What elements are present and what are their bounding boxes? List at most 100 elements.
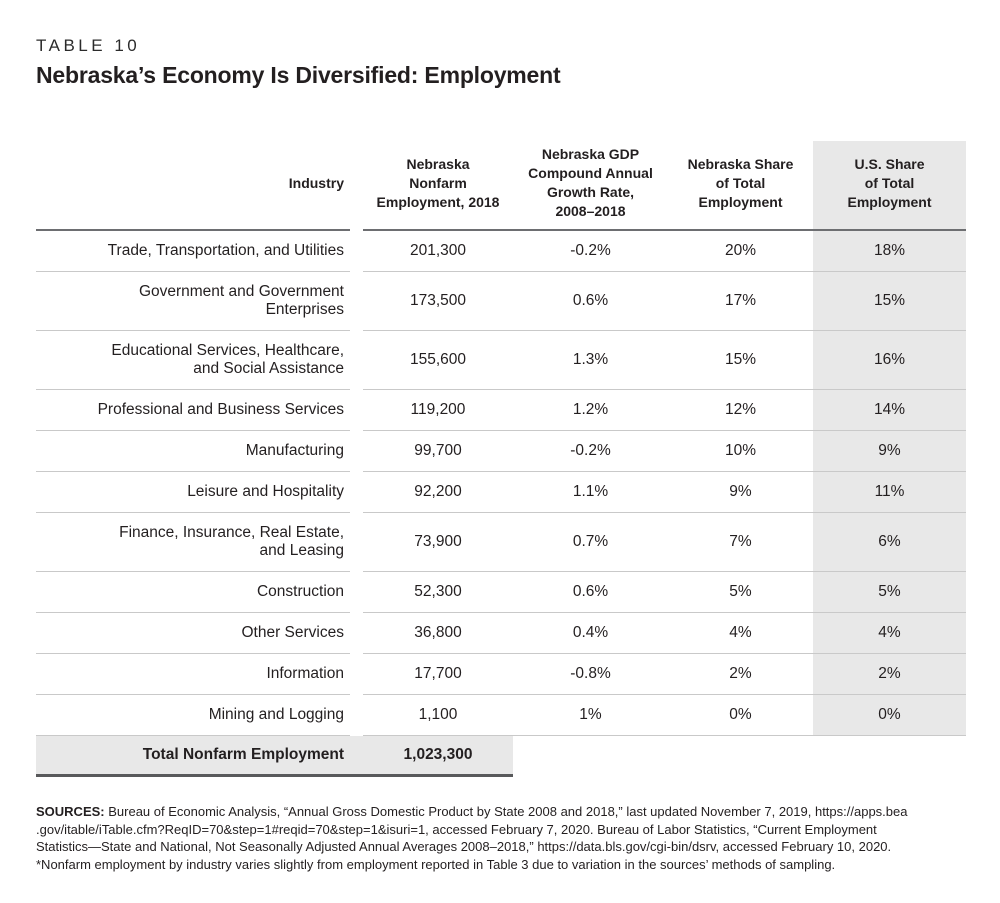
spacer-cell xyxy=(350,272,363,331)
growth-cell: -0.2% xyxy=(513,430,668,472)
us-share-cell: 11% xyxy=(813,471,966,513)
employment-cell: 155,600 xyxy=(363,330,513,390)
us-share-cell: 6% xyxy=(813,512,966,572)
sampling-footnote: *Nonfarm employment by industry varies s… xyxy=(36,856,836,872)
column-header-nebraska-share: Nebraska Share of Total Employment xyxy=(668,141,813,231)
growth-cell: 1.3% xyxy=(513,330,668,390)
table-row: Information 17,700 -0.8% 2% 2% xyxy=(36,653,966,695)
industry-cell: Manufacturing xyxy=(36,430,350,472)
table-row: Other Services 36,800 0.4% 4% 4% xyxy=(36,612,966,654)
table-header-row: Industry Nebraska Nonfarm Employment, 20… xyxy=(36,141,966,231)
us-share-cell: 4% xyxy=(813,612,966,654)
us-share-cell: 15% xyxy=(813,271,966,331)
ne-share-cell: 4% xyxy=(668,612,813,654)
employment-cell: 52,300 xyxy=(363,571,513,613)
total-value: 1,023,300 xyxy=(363,735,513,777)
employment-cell: 99,700 xyxy=(363,430,513,472)
table-eyebrow: TABLE 10 xyxy=(36,36,141,55)
industry-cell: Leisure and Hospitality xyxy=(36,471,350,513)
us-share-cell: 0% xyxy=(813,694,966,736)
table-row: Manufacturing 99,700 -0.2% 10% 9% xyxy=(36,430,966,472)
table-row: Government and Government Enterprises 173… xyxy=(36,271,966,331)
total-spacer xyxy=(350,735,363,777)
ne-share-cell: 10% xyxy=(668,430,813,472)
growth-cell: 1.2% xyxy=(513,389,668,431)
growth-cell: 0.6% xyxy=(513,271,668,331)
table-row: Trade, Transportation, and Utilities 201,… xyxy=(36,230,966,272)
table-row: Mining and Logging 1,100 1% 0% 0% xyxy=(36,694,966,736)
spacer-cell xyxy=(350,431,363,472)
employment-cell: 17,700 xyxy=(363,653,513,695)
industry-cell: Mining and Logging xyxy=(36,694,350,736)
column-header-us-share: U.S. Share of Total Employment xyxy=(813,141,966,231)
page-title: Nebraska’s Economy Is Diversified: Emplo… xyxy=(36,62,561,88)
column-spacer xyxy=(350,141,363,230)
ne-share-cell: 12% xyxy=(668,389,813,431)
us-share-cell: 5% xyxy=(813,571,966,613)
growth-cell: 0.4% xyxy=(513,612,668,654)
column-header-nonfarm-employment: Nebraska Nonfarm Employment, 2018 xyxy=(363,141,513,231)
table-row: Leisure and Hospitality 92,200 1.1% 9% 11% xyxy=(36,471,966,513)
spacer-cell xyxy=(350,513,363,572)
total-row: Total Nonfarm Employment 1,023,300 xyxy=(36,735,966,777)
employment-cell: 1,100 xyxy=(363,694,513,736)
industry-cell: Government and Government Enterprises xyxy=(36,271,350,331)
column-header-industry: Industry xyxy=(36,141,350,231)
employment-cell: 92,200 xyxy=(363,471,513,513)
empty-cell xyxy=(513,736,668,776)
industry-cell: Construction xyxy=(36,571,350,613)
column-header-gdp-growth: Nebraska GDP Compound Annual Growth Rate… xyxy=(513,141,668,231)
empty-cell xyxy=(668,736,813,776)
employment-cell: 73,900 xyxy=(363,512,513,572)
us-share-cell: 16% xyxy=(813,330,966,390)
sources-paragraph: SOURCES: Bureau of Economic Analysis, “A… xyxy=(36,803,994,856)
spacer-cell xyxy=(350,472,363,513)
spacer-cell xyxy=(350,230,363,272)
employment-cell: 201,300 xyxy=(363,230,513,272)
ne-share-cell: 9% xyxy=(668,471,813,513)
ne-share-cell: 20% xyxy=(668,230,813,272)
ne-share-cell: 0% xyxy=(668,694,813,736)
spacer-cell xyxy=(350,695,363,736)
sources-text: Bureau of Economic Analysis, “Annual Gro… xyxy=(36,804,908,854)
table-body: Trade, Transportation, and Utilities 201,… xyxy=(36,230,966,736)
table-row: Professional and Business Services 119,20… xyxy=(36,389,966,431)
industry-cell: Information xyxy=(36,653,350,695)
us-share-cell: 2% xyxy=(813,653,966,695)
spacer-cell xyxy=(350,390,363,431)
us-share-cell: 9% xyxy=(813,430,966,472)
table-footnotes: SOURCES: Bureau of Economic Analysis, “A… xyxy=(36,803,994,873)
sources-label: SOURCES: xyxy=(36,804,105,819)
table-row: Educational Services, Healthcare, and So… xyxy=(36,330,966,390)
growth-cell: 0.6% xyxy=(513,571,668,613)
growth-cell: 0.7% xyxy=(513,512,668,572)
spacer-cell xyxy=(350,572,363,613)
us-share-cell: 18% xyxy=(813,230,966,272)
industry-cell: Trade, Transportation, and Utilities xyxy=(36,230,350,272)
employment-cell: 119,200 xyxy=(363,389,513,431)
industry-cell: Educational Services, Healthcare, and So… xyxy=(36,330,350,390)
table-row: Finance, Insurance, Real Estate, and Lea… xyxy=(36,512,966,572)
ne-share-cell: 2% xyxy=(668,653,813,695)
ne-share-cell: 15% xyxy=(668,330,813,390)
total-label: Total Nonfarm Employment xyxy=(36,735,350,777)
growth-cell: 1% xyxy=(513,694,668,736)
empty-cell xyxy=(813,736,966,776)
employment-table: Industry Nebraska Nonfarm Employment, 20… xyxy=(36,141,966,777)
industry-cell: Other Services xyxy=(36,612,350,654)
spacer-cell xyxy=(350,331,363,390)
industry-cell: Professional and Business Services xyxy=(36,389,350,431)
employment-cell: 36,800 xyxy=(363,612,513,654)
growth-cell: -0.8% xyxy=(513,653,668,695)
spacer-cell xyxy=(350,654,363,695)
growth-cell: -0.2% xyxy=(513,230,668,272)
ne-share-cell: 17% xyxy=(668,271,813,331)
ne-share-cell: 7% xyxy=(668,512,813,572)
industry-cell: Finance, Insurance, Real Estate, and Lea… xyxy=(36,512,350,572)
growth-cell: 1.1% xyxy=(513,471,668,513)
spacer-cell xyxy=(350,613,363,654)
us-share-cell: 14% xyxy=(813,389,966,431)
ne-share-cell: 5% xyxy=(668,571,813,613)
table-row: Construction 52,300 0.6% 5% 5% xyxy=(36,571,966,613)
